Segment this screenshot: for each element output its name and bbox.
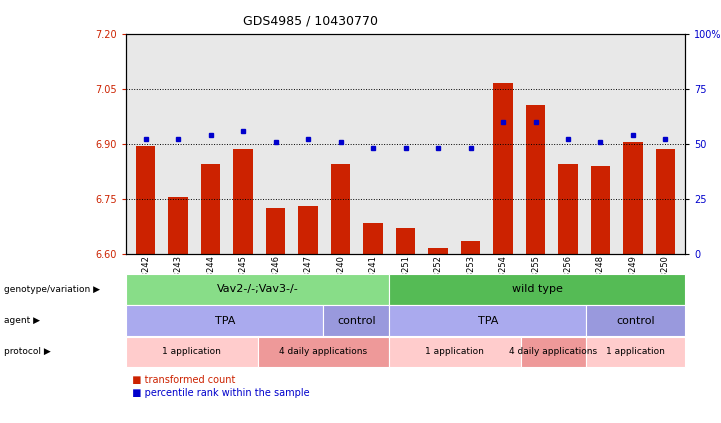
Text: GDS4985 / 10430770: GDS4985 / 10430770 xyxy=(242,15,378,28)
Text: 4 daily applications: 4 daily applications xyxy=(279,347,368,357)
Bar xyxy=(234,149,253,254)
Text: Vav2-/-;Vav3-/-: Vav2-/-;Vav3-/- xyxy=(217,284,298,294)
Bar xyxy=(428,248,448,254)
Text: control: control xyxy=(616,316,655,326)
Bar xyxy=(590,166,610,254)
Text: TPA: TPA xyxy=(477,316,498,326)
Bar xyxy=(461,241,480,254)
Text: TPA: TPA xyxy=(215,316,235,326)
Bar xyxy=(526,105,545,254)
Text: 4 daily applications: 4 daily applications xyxy=(510,347,598,357)
Text: agent ▶: agent ▶ xyxy=(4,316,40,325)
Text: 1 application: 1 application xyxy=(425,347,485,357)
Text: protocol ▶: protocol ▶ xyxy=(4,347,50,357)
Bar xyxy=(623,142,642,254)
Text: wild type: wild type xyxy=(512,284,562,294)
Bar xyxy=(266,208,286,254)
Bar xyxy=(136,146,156,254)
Text: control: control xyxy=(337,316,376,326)
Bar xyxy=(493,83,513,254)
Bar xyxy=(655,149,675,254)
Bar xyxy=(558,164,578,254)
Bar xyxy=(201,164,221,254)
Text: genotype/variation ▶: genotype/variation ▶ xyxy=(4,285,99,294)
Text: 1 application: 1 application xyxy=(606,347,665,357)
Text: ■ transformed count: ■ transformed count xyxy=(126,375,236,385)
Bar xyxy=(363,222,383,254)
Text: 1 application: 1 application xyxy=(162,347,221,357)
Bar xyxy=(331,164,350,254)
Bar xyxy=(396,228,415,254)
Bar xyxy=(298,206,318,254)
Bar xyxy=(169,197,188,254)
Text: ■ percentile rank within the sample: ■ percentile rank within the sample xyxy=(126,387,310,398)
